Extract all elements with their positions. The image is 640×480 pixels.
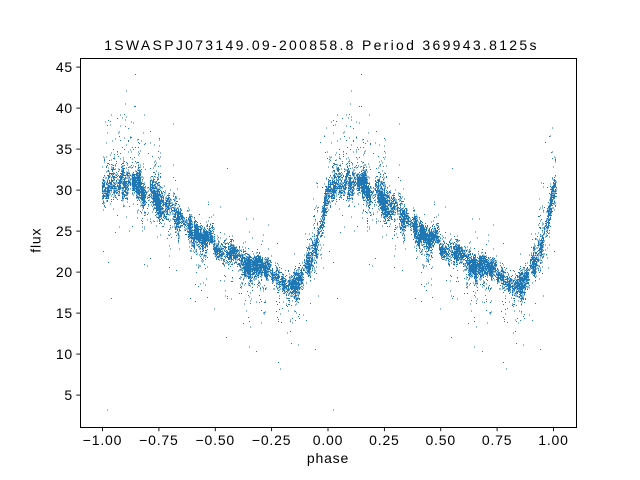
svg-text:5: 5 bbox=[64, 387, 73, 403]
svg-text:phase: phase bbox=[307, 450, 349, 466]
svg-text:1.00: 1.00 bbox=[538, 432, 568, 448]
svg-text:30: 30 bbox=[56, 182, 73, 198]
svg-text:10: 10 bbox=[56, 346, 73, 362]
svg-text:0.50: 0.50 bbox=[425, 432, 455, 448]
svg-text:flux: flux bbox=[28, 228, 44, 253]
svg-text:−0.25: −0.25 bbox=[252, 432, 291, 448]
svg-text:25: 25 bbox=[56, 223, 73, 239]
svg-text:35: 35 bbox=[56, 141, 73, 157]
svg-text:0.75: 0.75 bbox=[482, 432, 512, 448]
svg-text:20: 20 bbox=[56, 264, 73, 280]
svg-text:−0.50: −0.50 bbox=[196, 432, 235, 448]
svg-text:0.00: 0.00 bbox=[313, 432, 343, 448]
svg-text:1SWASPJ073149.09-200858.8 Peri: 1SWASPJ073149.09-200858.8 Period 369943.… bbox=[104, 37, 539, 53]
svg-text:0.25: 0.25 bbox=[369, 432, 399, 448]
svg-text:15: 15 bbox=[56, 305, 73, 321]
svg-text:45: 45 bbox=[56, 59, 73, 75]
svg-text:−1.00: −1.00 bbox=[83, 432, 122, 448]
svg-text:40: 40 bbox=[56, 100, 73, 116]
svg-text:−0.75: −0.75 bbox=[139, 432, 178, 448]
